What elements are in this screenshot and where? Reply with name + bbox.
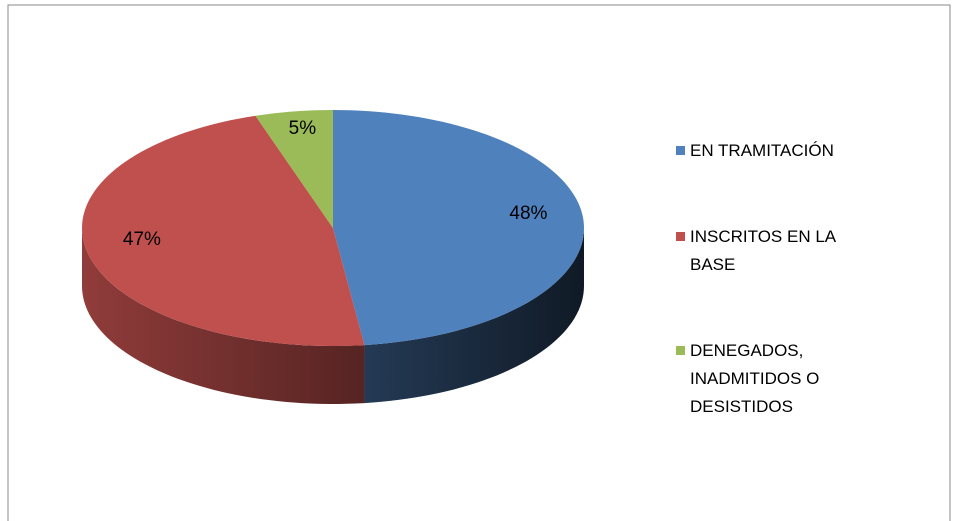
slice xyxy=(333,110,584,346)
legend-swatch xyxy=(676,232,685,241)
data-label: 48% xyxy=(509,203,547,224)
legend-swatch xyxy=(676,146,685,155)
legend-label: INSCRITOS EN LA BASE xyxy=(690,227,836,274)
legend-label: EN TRAMITACIÓN xyxy=(690,141,834,160)
legend-label: DENEGADOS, INADMITIDOS O DESISTIDOS xyxy=(690,341,820,416)
slice xyxy=(82,115,365,346)
legend-swatch xyxy=(676,346,685,355)
legend-item: EN TRAMITACIÓN xyxy=(676,137,860,165)
data-label: 47% xyxy=(123,229,161,250)
legend-item: INSCRITOS EN LA BASE xyxy=(676,223,860,279)
legend-item: DENEGADOS, INADMITIDOS O DESISTIDOS xyxy=(676,337,860,421)
data-label: 5% xyxy=(289,118,317,139)
slice-side xyxy=(364,228,584,404)
slice-side xyxy=(82,228,365,404)
slice xyxy=(255,110,333,228)
